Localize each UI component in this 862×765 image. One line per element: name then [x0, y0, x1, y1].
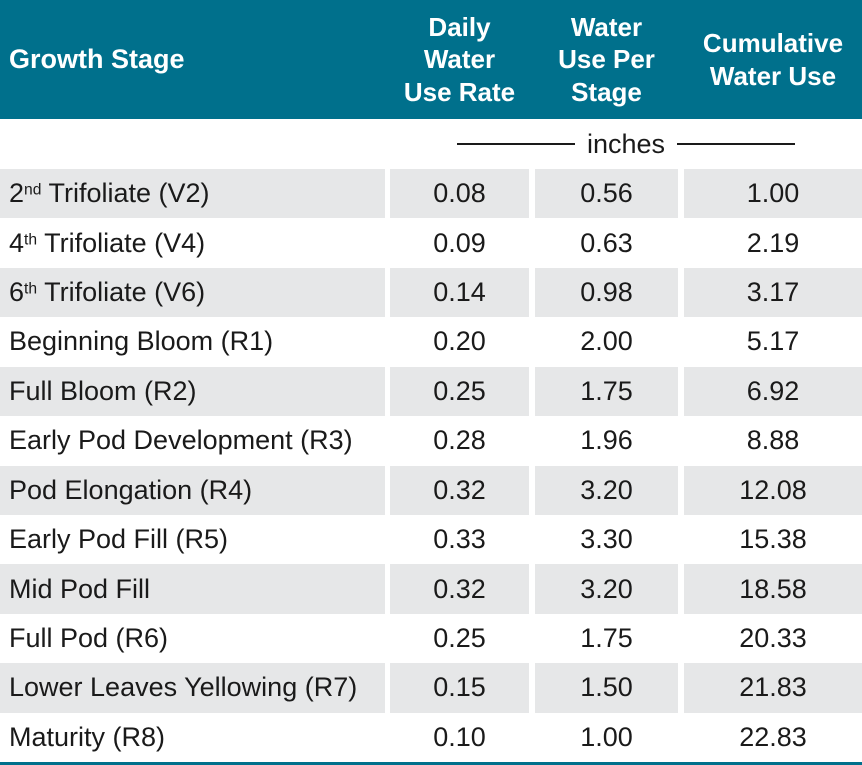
water-use-per-stage-cell: 0.56	[535, 169, 678, 219]
daily-water-use-rate-cell: 0.25	[433, 623, 486, 653]
daily-water-use-rate-cell: 0.09	[433, 227, 486, 258]
units-span: inches	[390, 119, 862, 169]
water-use-per-stage-cell: 1.75	[580, 623, 633, 653]
growth-stage-label: 2nd Trifoliate (V2)	[9, 178, 210, 209]
cumulative-water-use-cell: 6.92	[684, 366, 862, 417]
daily-water-use-rate-cell: 0.32	[390, 465, 529, 515]
cumulative-water-use-cell: 15.38	[739, 524, 807, 555]
growth-stage-label: Beginning Bloom (R1)	[9, 326, 274, 357]
table-row: Full Bloom (R2) 0.25 1.75 6.92	[0, 366, 862, 417]
units-label: inches	[586, 128, 666, 159]
water-use-per-stage-cell: 1.75	[535, 366, 678, 417]
cumulative-water-use-cell: 18.58	[684, 564, 862, 614]
daily-water-use-rate-cell: 0.10	[433, 721, 486, 752]
daily-water-use-rate-cell: 0.33	[433, 524, 486, 555]
growth-stage-cell: 2nd Trifoliate (V2)	[0, 169, 385, 219]
daily-water-use-rate-cell: 0.20	[433, 326, 486, 357]
water-use-per-stage-cell: 0.63	[580, 227, 633, 258]
growth-stage-label: Lower Leaves Yellowing (R7)	[9, 672, 358, 703]
water-use-per-stage-cell: 3.20	[535, 564, 678, 614]
growth-stage-label: Maturity (R8)	[9, 721, 166, 752]
growth-stage-cell: 6th Trifoliate (V6)	[0, 267, 385, 318]
column-header-growth-stage: Growth Stage	[9, 43, 185, 74]
units-dash-left	[456, 143, 575, 145]
table-row: Beginning Bloom (R1) 0.20 2.00 5.17	[0, 317, 862, 366]
water-use-per-stage-cell: 3.20	[535, 465, 678, 515]
growth-stage-cell: Early Pod Development (R3)	[0, 416, 385, 465]
units-dash-right	[677, 143, 796, 145]
growth-stage-label: Early Pod Fill (R5)	[9, 524, 229, 555]
cumulative-water-use-cell: 12.08	[684, 465, 862, 515]
growth-stage-label: 6th Trifoliate (V6)	[9, 277, 206, 308]
cumulative-water-use-cell: 22.83	[739, 721, 807, 752]
daily-water-use-rate-cell: 0.14	[390, 267, 529, 318]
column-header-water-use-per-stage: Water Use Per Stage	[558, 11, 655, 107]
growth-stage-cell: Lower Leaves Yellowing (R7)	[0, 663, 385, 713]
water-use-per-stage-cell: 1.96	[580, 425, 633, 456]
water-use-per-stage-cell: 1.00	[580, 721, 633, 752]
column-header-daily-water-use-rate: Daily Water Use Rate	[403, 11, 516, 107]
water-use-per-stage-cell: 1.50	[535, 663, 678, 713]
cumulative-water-use-cell: 5.17	[746, 326, 800, 357]
growth-stage-cell: Full Bloom (R2)	[0, 366, 385, 417]
daily-water-use-rate-cell: 0.32	[390, 564, 529, 614]
growth-stage-label: 4th Trifoliate (V4)	[9, 227, 206, 258]
column-header-cumulative-water-use: Cumulative Water Use	[702, 28, 844, 91]
daily-water-use-rate-cell: 0.25	[390, 366, 529, 417]
growth-stage-cell: Full Pod (R6)	[0, 614, 385, 663]
growth-stage-label: Full Bloom (R2)	[9, 375, 197, 406]
growth-stage-label: Full Pod (R6)	[9, 623, 169, 653]
table-row: Early Pod Fill (R5) 0.33 3.30 15.38	[0, 515, 862, 564]
daily-water-use-rate-cell: 0.28	[433, 425, 486, 456]
growth-stage-cell: Maturity (R8)	[0, 713, 385, 762]
bottom-border-rule	[0, 762, 862, 765]
cumulative-water-use-cell: 2.19	[746, 227, 800, 258]
table-row: Pod Elongation (R4) 0.32 3.20 12.08	[0, 465, 862, 515]
table-body: 2nd Trifoliate (V2) 0.08 0.56 1.00 4th T…	[0, 169, 862, 762]
growth-stage-label: Early Pod Development (R3)	[9, 425, 353, 456]
growth-stage-cell: Beginning Bloom (R1)	[0, 317, 385, 366]
table-row: Mid Pod Fill 0.32 3.20 18.58	[0, 564, 862, 614]
cumulative-water-use-cell: 20.33	[739, 623, 807, 653]
growth-stage-label: Pod Elongation (R4)	[9, 474, 253, 505]
table-row: Maturity (R8) 0.10 1.00 22.83	[0, 713, 862, 762]
water-use-per-stage-cell: 2.00	[580, 326, 633, 357]
water-use-per-stage-cell: 0.98	[535, 267, 678, 318]
table-row: Full Pod (R6) 0.25 1.75 20.33	[0, 614, 862, 663]
growth-stage-cell: Mid Pod Fill	[0, 564, 385, 614]
cumulative-water-use-cell: 3.17	[684, 267, 862, 318]
table-row: Lower Leaves Yellowing (R7) 0.15 1.50 21…	[0, 663, 862, 713]
daily-water-use-rate-cell: 0.08	[390, 169, 529, 219]
growth-stage-cell: Early Pod Fill (R5)	[0, 515, 385, 564]
daily-water-use-rate-cell: 0.15	[390, 663, 529, 713]
table-header-row: Growth Stage Daily Water Use Rate Water …	[0, 0, 862, 119]
cumulative-water-use-cell: 1.00	[684, 169, 862, 219]
units-row: inches	[0, 119, 862, 169]
cumulative-water-use-cell: 8.88	[746, 425, 800, 456]
growth-stage-cell: Pod Elongation (R4)	[0, 465, 385, 515]
table-row: 2nd Trifoliate (V2) 0.08 0.56 1.00	[0, 169, 862, 219]
cumulative-water-use-cell: 21.83	[684, 663, 862, 713]
table-row: Early Pod Development (R3) 0.28 1.96 8.8…	[0, 416, 862, 465]
growth-stage-cell: 4th Trifoliate (V4)	[0, 218, 385, 267]
water-use-per-stage-cell: 3.30	[580, 524, 633, 555]
table-row: 4th Trifoliate (V4) 0.09 0.63 2.19	[0, 218, 862, 267]
table-row: 6th Trifoliate (V6) 0.14 0.98 3.17	[0, 267, 862, 318]
growth-stage-label: Mid Pod Fill	[9, 573, 151, 604]
